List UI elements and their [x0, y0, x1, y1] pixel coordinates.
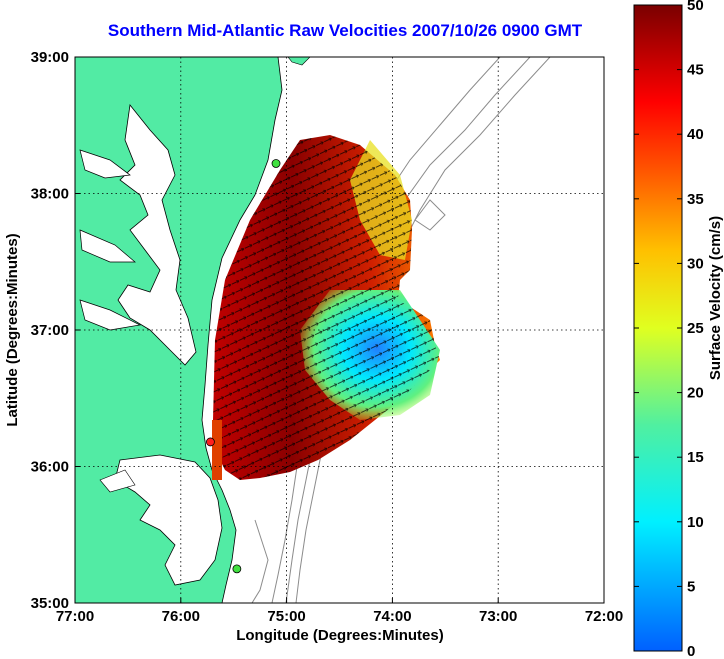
radar-sites — [206, 57, 305, 574]
y-tick-label: 39:00 — [31, 49, 69, 66]
radar-site-marker — [232, 564, 242, 574]
colorbar-tick-label: 15 — [687, 449, 704, 466]
x-tick-labels: 77:00 76:00 75:00 74:00 73:00 72:00 — [56, 598, 623, 625]
x-tick-label: 76:00 — [162, 608, 200, 625]
y-tick-label: 35:00 — [31, 595, 69, 612]
colorbar-tick-label: 5 — [687, 578, 695, 595]
radar-site-marker — [271, 159, 281, 168]
colorbar-tick-label: 45 — [687, 62, 704, 79]
pamlico-sound — [114, 454, 223, 586]
river-inlet-middle — [79, 229, 136, 263]
colorbar-tick-label: 20 — [687, 385, 704, 402]
y-tick-label: 37:00 — [31, 322, 69, 339]
colorbar-tick-label: 50 — [687, 0, 704, 14]
colorbar-tick-label: 35 — [687, 191, 704, 208]
x-tick-label: 73:00 — [479, 608, 517, 625]
x-tick-label: 77:00 — [56, 608, 94, 625]
colorbar-ticks: 0 5 10 15 20 25 30 35 40 45 50 — [634, 0, 704, 659]
y-tick-label: 38:00 — [31, 186, 69, 203]
sound-inlet — [99, 469, 136, 493]
radar-site-marker — [206, 437, 215, 447]
colorbar-tick-label: 25 — [687, 320, 704, 337]
colorbar — [633, 4, 683, 652]
x-tick-label: 74:00 — [373, 608, 411, 625]
map-title: Southern Mid-Atlantic Raw Velocities 200… — [107, 21, 583, 40]
river-inlet-north — [79, 149, 131, 179]
velocity-field — [212, 135, 440, 480]
x-tick-label: 75:00 — [267, 608, 305, 625]
colorbar-tick-label: 30 — [687, 255, 704, 272]
river-inlet-south — [79, 299, 142, 331]
y-axis-label: Latitude (Degrees:Minutes) — [4, 233, 21, 426]
x-axis-label: Longitude (Degrees:Minutes) — [236, 627, 444, 644]
colorbar-tick-label: 40 — [687, 126, 704, 143]
colorbar-tick-label: 10 — [687, 514, 704, 531]
colorbar-tick-label: 0 — [687, 643, 695, 659]
grid-lines — [75, 57, 604, 603]
x-tick-label: 72:00 — [585, 608, 623, 625]
land-islet — [287, 57, 311, 66]
y-tick-label: 36:00 — [31, 459, 69, 476]
radar-site-marker — [300, 57, 305, 58]
colorbar-label: Surface Velocity (cm/s) — [707, 216, 724, 380]
chesapeake-bay — [117, 104, 197, 366]
y-tick-labels: 39:00 38:00 37:00 36:00 35:00 — [31, 49, 80, 612]
